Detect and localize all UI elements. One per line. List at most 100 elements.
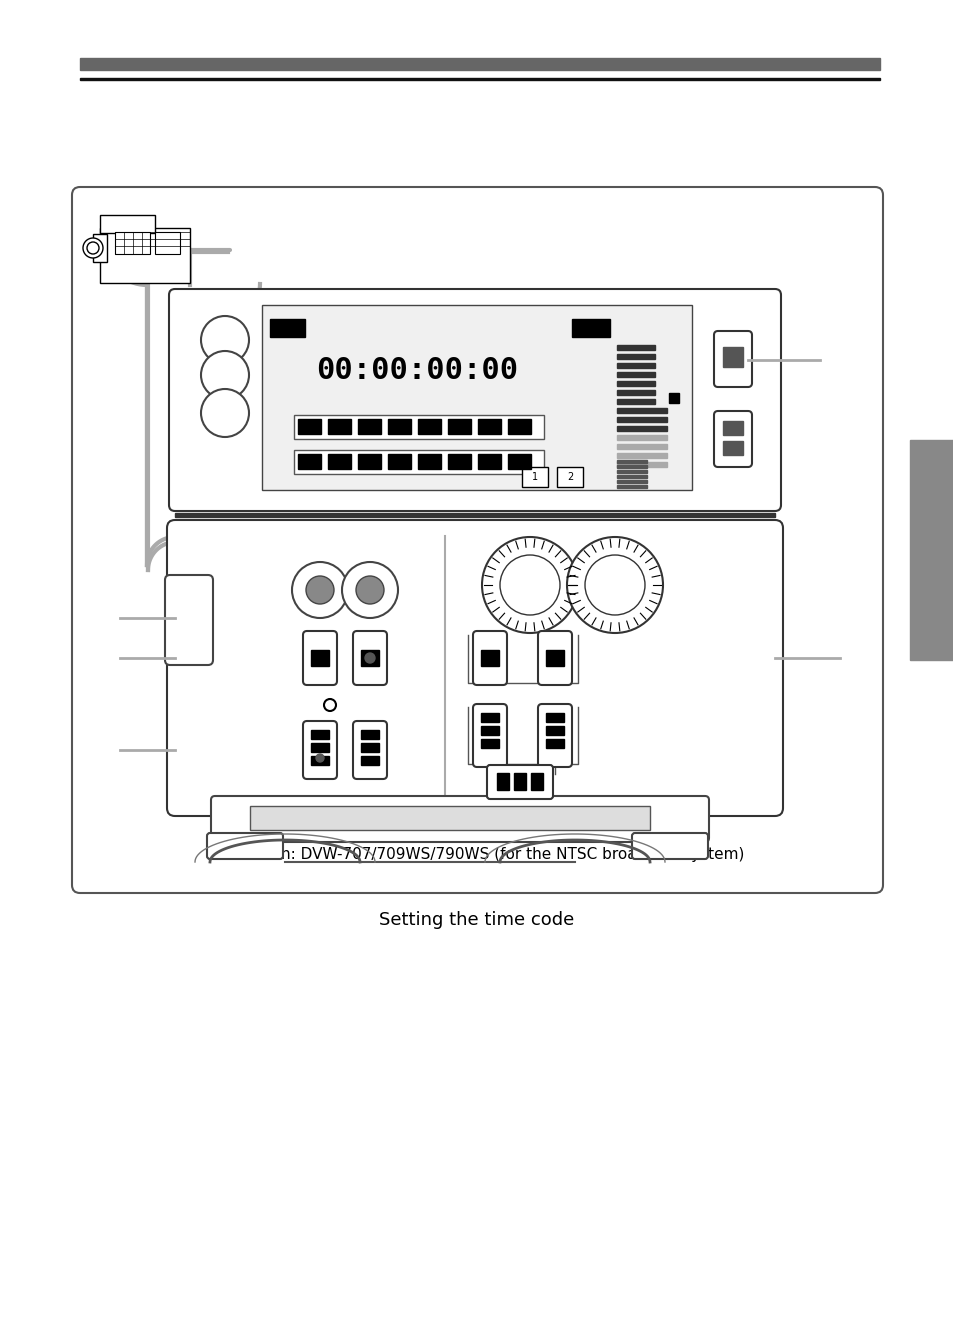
Bar — [617, 363, 655, 368]
Bar — [174, 512, 774, 516]
Bar — [448, 418, 471, 434]
Text: 2: 2 — [566, 471, 573, 482]
Bar — [617, 426, 666, 432]
Circle shape — [481, 538, 578, 633]
Bar — [480, 650, 498, 666]
Bar — [328, 454, 351, 469]
Bar — [617, 391, 655, 395]
Bar — [311, 743, 329, 752]
Circle shape — [355, 576, 384, 604]
Bar — [115, 232, 150, 254]
Bar — [617, 354, 655, 359]
Bar — [722, 421, 742, 436]
Bar — [617, 399, 655, 404]
Bar — [262, 305, 691, 490]
Bar — [545, 650, 563, 666]
Bar — [545, 726, 563, 735]
Circle shape — [201, 351, 249, 399]
Bar — [497, 773, 509, 790]
Bar — [480, 726, 498, 735]
Bar — [909, 440, 953, 659]
Text: Setting the time code: Setting the time code — [379, 911, 574, 929]
Bar — [521, 467, 547, 487]
Circle shape — [201, 316, 249, 364]
Circle shape — [566, 538, 662, 633]
Bar — [92, 234, 107, 262]
Circle shape — [292, 561, 348, 618]
Bar — [507, 454, 531, 469]
Text: 00:00:00:00: 00:00:00:00 — [315, 356, 517, 384]
Bar — [357, 454, 380, 469]
Bar — [617, 453, 666, 458]
FancyBboxPatch shape — [353, 722, 387, 779]
Bar — [270, 319, 305, 338]
Bar — [250, 806, 649, 830]
Bar — [617, 372, 655, 377]
Bar — [100, 214, 154, 233]
Circle shape — [584, 555, 644, 616]
Bar — [388, 454, 411, 469]
Bar — [297, 418, 320, 434]
Bar — [480, 739, 498, 748]
Bar — [617, 465, 646, 467]
Bar — [417, 454, 440, 469]
Bar — [360, 743, 378, 752]
Bar — [617, 444, 666, 449]
Bar — [507, 418, 531, 434]
Bar — [545, 714, 563, 722]
Text: 1: 1 — [532, 471, 537, 482]
Circle shape — [315, 753, 324, 763]
Bar — [617, 408, 666, 413]
Bar — [557, 467, 582, 487]
Bar — [154, 232, 180, 254]
Bar — [360, 650, 378, 666]
FancyBboxPatch shape — [353, 632, 387, 685]
Bar — [617, 381, 655, 387]
Bar — [311, 730, 329, 739]
Bar — [722, 347, 742, 367]
Circle shape — [306, 576, 334, 604]
Bar — [80, 78, 879, 79]
FancyBboxPatch shape — [169, 289, 781, 511]
Bar — [357, 418, 380, 434]
Bar — [100, 228, 190, 283]
Bar — [311, 650, 329, 666]
Bar — [360, 756, 378, 765]
Text: Illustration: DVW-707/709WS/790WS (for the NTSC broadcast system): Illustration: DVW-707/709WS/790WS (for t… — [209, 847, 744, 862]
FancyBboxPatch shape — [71, 187, 882, 892]
FancyBboxPatch shape — [713, 331, 751, 387]
Bar — [668, 393, 679, 402]
Bar — [617, 485, 646, 489]
Bar — [360, 730, 378, 739]
Bar — [617, 346, 655, 350]
Bar — [617, 459, 646, 463]
Bar — [174, 523, 774, 527]
Bar — [328, 418, 351, 434]
Bar — [572, 319, 609, 338]
Circle shape — [324, 699, 335, 711]
Circle shape — [365, 653, 375, 663]
Circle shape — [201, 389, 249, 437]
Bar — [617, 470, 646, 473]
Bar — [297, 454, 320, 469]
FancyBboxPatch shape — [537, 632, 572, 685]
FancyBboxPatch shape — [303, 632, 336, 685]
FancyBboxPatch shape — [165, 575, 213, 665]
Circle shape — [341, 561, 397, 618]
Circle shape — [83, 238, 103, 258]
FancyBboxPatch shape — [207, 833, 283, 859]
Bar — [477, 454, 500, 469]
Bar — [477, 418, 500, 434]
FancyBboxPatch shape — [303, 722, 336, 779]
Bar — [80, 58, 879, 70]
FancyBboxPatch shape — [537, 704, 572, 767]
Bar — [294, 414, 543, 440]
FancyBboxPatch shape — [167, 520, 782, 816]
Bar — [448, 454, 471, 469]
FancyBboxPatch shape — [211, 796, 708, 842]
Bar — [617, 417, 666, 422]
Bar — [311, 756, 329, 765]
Bar — [294, 450, 543, 474]
FancyBboxPatch shape — [713, 410, 751, 467]
FancyBboxPatch shape — [473, 704, 506, 767]
